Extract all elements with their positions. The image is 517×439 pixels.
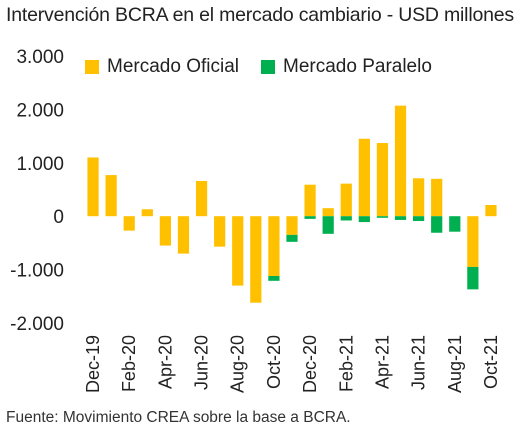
bar-oficial-jul-20 bbox=[214, 216, 226, 247]
bar-paralelo-mar-21 bbox=[358, 216, 370, 223]
bar-paralelo-sep-21 bbox=[467, 266, 479, 290]
bar-paralelo-apr-21 bbox=[376, 216, 389, 218]
bar-oficial-jan-20 bbox=[105, 175, 117, 217]
bar-oficial-oct-20 bbox=[268, 216, 280, 277]
bar-oficial-jun-21 bbox=[413, 178, 425, 217]
y-tick-label: 1.000 bbox=[16, 154, 64, 175]
bar-oficial-oct-21 bbox=[485, 204, 497, 217]
x-tick-label: Jun-21 bbox=[409, 335, 429, 390]
legend-swatch-oficial bbox=[85, 60, 99, 74]
bar-oficial-apr-21 bbox=[376, 143, 389, 217]
x-tick-label: Apr-21 bbox=[372, 335, 392, 389]
bar-paralelo-oct-20 bbox=[268, 276, 280, 281]
bar-oficial-jan-21 bbox=[322, 208, 334, 217]
bar-chart: -2.000 -1.000 0 1.000 2.000 3.000 Dec-19 Feb-20… bbox=[10, 47, 501, 393]
bar-oficial-mar-20 bbox=[141, 209, 153, 217]
bar-oficial-dec-19 bbox=[87, 157, 99, 217]
x-tick-label: Aug-21 bbox=[445, 335, 465, 393]
y-tick-label: -2.000 bbox=[10, 314, 64, 335]
y-tick-label: 2.000 bbox=[16, 100, 64, 121]
source-note: Fuente: Movimiento CREA sobre la base a … bbox=[6, 409, 351, 426]
bar-oficial-may-21 bbox=[394, 105, 407, 217]
bar-paralelo-jan-21 bbox=[322, 216, 334, 234]
bar-oficial-mar-21 bbox=[358, 138, 370, 217]
y-tick-label: 3.000 bbox=[16, 47, 64, 68]
legend-label-oficial: Mercado Oficial bbox=[107, 56, 239, 77]
bar-oficial-aug-20 bbox=[232, 216, 244, 286]
bar-oficial-jun-20 bbox=[195, 180, 208, 217]
bar-paralelo-jun-21 bbox=[413, 216, 425, 222]
bar-oficial-feb-20 bbox=[123, 216, 135, 231]
x-tick-label: Jun-20 bbox=[192, 335, 212, 390]
x-tick-label: Dec-19 bbox=[83, 335, 103, 393]
bar-paralelo-nov-20 bbox=[286, 234, 298, 242]
legend: Mercado Oficial Mercado Paralelo bbox=[85, 56, 454, 78]
chart-title: Intervención BCRA en el mercado cambiari… bbox=[6, 4, 514, 26]
bar-oficial-feb-21 bbox=[340, 183, 352, 217]
bar-oficial-jul-21 bbox=[431, 178, 443, 217]
bar-paralelo-dec-20 bbox=[304, 216, 316, 219]
bar-oficial-sep-20 bbox=[250, 216, 262, 303]
bar-oficial-sep-21 bbox=[467, 216, 479, 267]
legend-swatch-paralelo bbox=[261, 60, 275, 74]
x-tick-label: Feb-20 bbox=[119, 335, 139, 392]
x-tick-label: Dec-20 bbox=[300, 335, 320, 393]
x-tick-label: Apr-20 bbox=[155, 335, 175, 389]
x-tick-label: Oct-20 bbox=[264, 335, 284, 389]
x-tick-label: Feb-21 bbox=[336, 335, 356, 392]
x-tick-label: Aug-20 bbox=[228, 335, 248, 393]
bar-oficial-may-20 bbox=[177, 216, 190, 254]
bar-oficial-nov-20 bbox=[286, 216, 298, 235]
bar-oficial-dec-20 bbox=[304, 184, 316, 217]
bar-oficial-apr-20 bbox=[159, 216, 171, 246]
bar-paralelo-feb-21 bbox=[340, 216, 352, 221]
bar-paralelo-aug-21 bbox=[449, 216, 461, 232]
legend-item-paralelo: Mercado Paralelo bbox=[261, 56, 432, 78]
y-tick-label: -1.000 bbox=[10, 261, 64, 282]
legend-item-oficial: Mercado Oficial bbox=[85, 56, 239, 78]
bar-paralelo-may-21 bbox=[394, 216, 407, 220]
bar-paralelo-jul-21 bbox=[431, 216, 443, 233]
y-tick-label: 0 bbox=[53, 207, 64, 228]
x-tick-label: Oct-21 bbox=[481, 335, 501, 389]
legend-label-paralelo: Mercado Paralelo bbox=[283, 56, 432, 77]
